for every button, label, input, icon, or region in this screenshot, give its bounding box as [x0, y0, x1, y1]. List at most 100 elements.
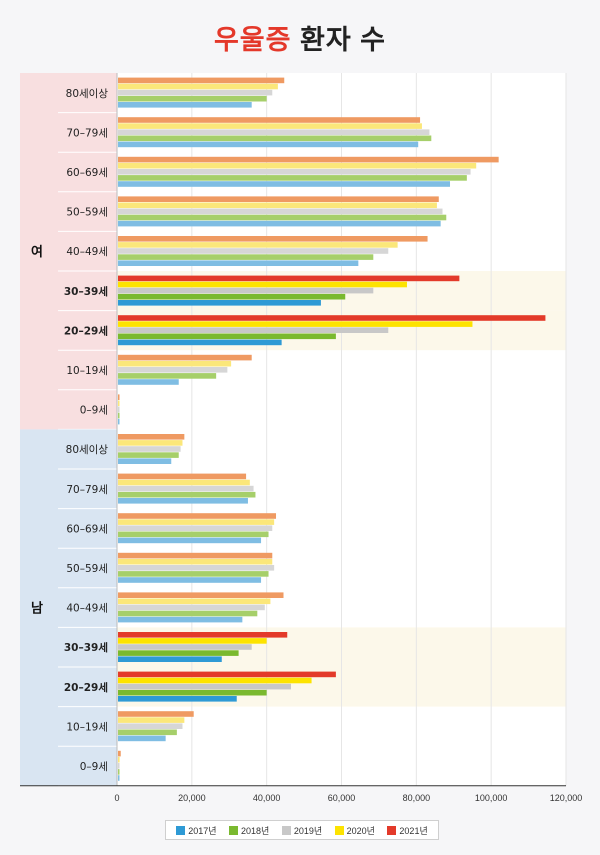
category-label: 60–69세	[66, 167, 108, 179]
bar	[118, 333, 336, 340]
bar	[118, 95, 267, 102]
legend-item: 2020년	[334, 824, 375, 837]
bar	[118, 214, 447, 221]
category-label: 20–29세	[64, 681, 108, 694]
x-tick-label: 20,000	[178, 793, 206, 803]
bar	[118, 513, 277, 519]
bar	[118, 525, 273, 531]
bar	[118, 577, 262, 583]
bar	[118, 775, 120, 781]
bar	[118, 175, 467, 181]
bar	[118, 473, 247, 480]
bar	[118, 202, 437, 209]
category-label: 80세이상	[66, 444, 109, 456]
category-label: 60–69세	[66, 523, 108, 535]
category-label: 30–39세	[64, 285, 108, 298]
bar	[118, 671, 336, 678]
bar	[118, 479, 250, 486]
bar	[118, 373, 217, 379]
bar	[118, 434, 185, 440]
bar	[118, 236, 428, 242]
bar	[118, 141, 419, 148]
bar	[118, 598, 271, 605]
bar	[118, 254, 374, 260]
legend-label: 2018년	[241, 825, 270, 836]
bar	[118, 616, 243, 623]
bar	[118, 162, 477, 169]
legend-label: 2021년	[399, 825, 428, 836]
bar	[118, 763, 120, 769]
legend-swatch	[334, 825, 344, 835]
legend-swatch	[387, 825, 397, 835]
bar	[118, 537, 262, 544]
bar	[118, 677, 312, 684]
chart-title-highlight: 우울증	[213, 25, 292, 55]
bar	[118, 498, 248, 504]
bar	[118, 571, 269, 577]
legend-item: 2017년	[176, 824, 217, 837]
x-tick-label: 100,000	[475, 793, 508, 803]
bar	[118, 729, 177, 736]
bar	[118, 552, 273, 559]
group-label: 여	[31, 244, 43, 260]
legend-swatch	[281, 825, 291, 835]
bar	[118, 300, 321, 306]
bar	[118, 519, 275, 525]
bar	[118, 696, 237, 702]
legend-label: 2020년	[346, 825, 375, 836]
bar	[118, 756, 120, 763]
bar	[118, 242, 398, 248]
legend-item: 2018년	[229, 824, 269, 837]
bar	[118, 394, 120, 400]
bar	[118, 656, 222, 662]
x-tick-label: 40,000	[253, 793, 281, 803]
bar	[118, 440, 183, 446]
x-tick-label: 80,000	[403, 793, 431, 803]
category-label: 10–19세	[66, 721, 108, 733]
bar	[118, 638, 267, 644]
x-tick-label: 60,000	[328, 793, 356, 803]
bar	[118, 632, 288, 638]
category-label: 70–79세	[66, 127, 108, 139]
bar	[118, 196, 439, 202]
legend-item: 2019년	[281, 824, 322, 837]
legend-label: 2017년	[188, 825, 217, 836]
bar-chart: 0 20,000 40,000 60,000 80,000 100,000 120,000 여…	[20, 73, 582, 803]
female-band	[20, 73, 117, 430]
bar	[118, 77, 285, 84]
bar	[118, 689, 267, 696]
chart-title: 우울증 환자 수	[0, 18, 600, 57]
male-band	[20, 429, 117, 786]
bar	[118, 735, 166, 742]
legend-swatch	[229, 825, 239, 835]
bar	[118, 327, 389, 333]
bar	[118, 558, 273, 565]
bar	[118, 711, 194, 717]
bar	[118, 458, 172, 464]
bar	[118, 379, 179, 385]
bar	[118, 644, 252, 650]
bar	[118, 123, 422, 129]
bar	[118, 208, 443, 215]
legend-item: 2021년	[387, 824, 428, 837]
bar	[118, 281, 407, 288]
legend-swatch	[176, 825, 186, 835]
bar	[118, 406, 120, 413]
bar	[118, 181, 451, 187]
bar	[118, 491, 256, 498]
bar	[118, 717, 185, 723]
category-label: 0–9세	[80, 405, 108, 417]
bar	[118, 275, 460, 282]
bar	[118, 769, 120, 775]
bar	[118, 287, 374, 294]
bar	[118, 446, 181, 452]
category-label: 50–59세	[66, 207, 108, 219]
bar	[118, 135, 432, 142]
bar	[118, 89, 273, 96]
category-label: 40–49세	[66, 603, 108, 615]
category-label: 30–39세	[64, 641, 108, 654]
bar	[118, 354, 252, 361]
bar	[118, 248, 389, 254]
bar	[118, 683, 291, 690]
bar	[118, 452, 179, 458]
